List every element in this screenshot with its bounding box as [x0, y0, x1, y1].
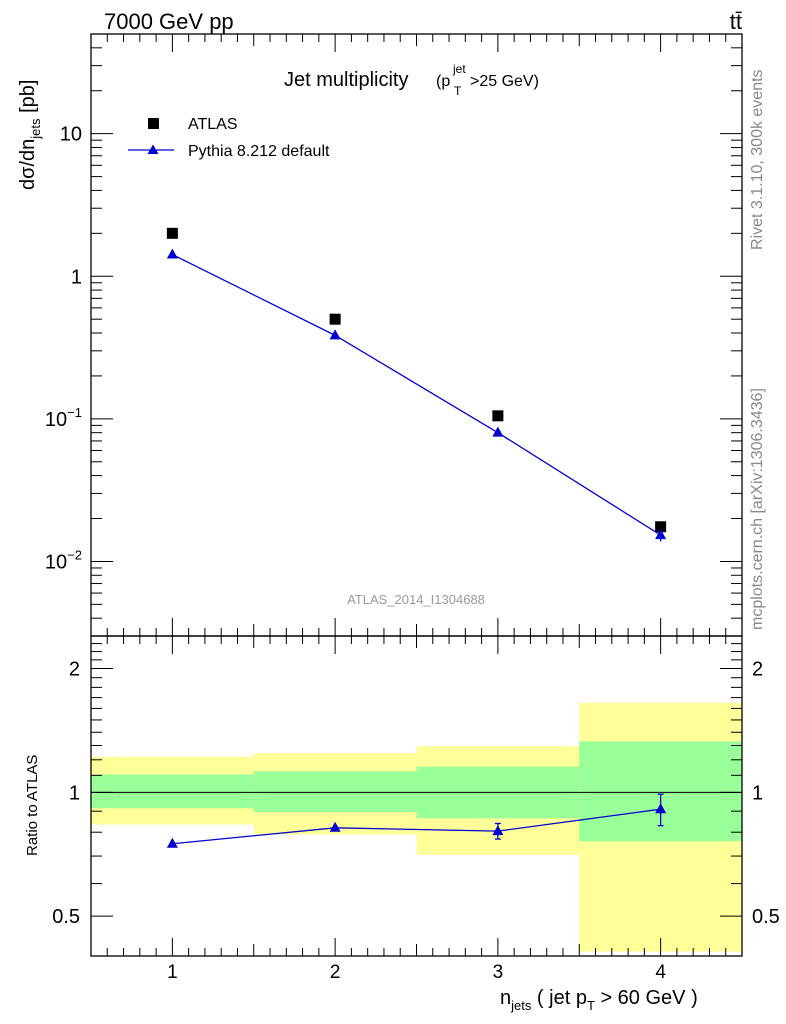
ratio-y-tick-label-left: 1: [69, 782, 80, 804]
y-tick-label: 10: [60, 124, 82, 146]
legend-mc-marker: [147, 144, 159, 154]
legend-data-marker: [148, 118, 159, 129]
header-right: tt̄: [730, 9, 742, 34]
ratio-y-tick-label-left: 0.5: [52, 906, 80, 928]
ratio-y-tick-label-right: 0.5: [752, 906, 780, 928]
y-axis-title-text: dσ/dnjets [pb]: [17, 80, 43, 190]
legend-mc-label: Pythia 8.212 default: [188, 143, 330, 160]
atlas-point: [492, 410, 504, 422]
y-tick-label: 10−1: [45, 405, 82, 431]
ratio-pythia-line: [172, 808, 661, 845]
title-paren: (p: [436, 73, 450, 90]
y-tick-label: 10−2: [45, 547, 82, 573]
ratio-bands: [91, 702, 742, 952]
header-left: 7000 GeV pp: [104, 9, 234, 34]
legend: ATLAS Pythia 8.212 default: [128, 116, 330, 160]
ratio-band-green-1: [91, 774, 254, 809]
title-sup: jet: [452, 62, 466, 76]
atlas-point: [166, 227, 178, 239]
ratio-y-tick-label-right: 1: [752, 782, 763, 804]
y-axis-title: dσ/dnjets [pb]: [17, 80, 43, 190]
y-tick-label: 1: [71, 266, 82, 288]
title-sub: T: [454, 84, 462, 98]
ratio-pythia-point: [166, 837, 178, 848]
x-tick-label: 1: [167, 962, 178, 983]
analysis-id: ATLAS_2014_I1304688: [347, 592, 485, 607]
atlas-point: [655, 521, 667, 533]
x-tick-label: 3: [493, 962, 504, 983]
x-axis-title: njets ( jet pT > 60 GeV ): [500, 987, 698, 1013]
legend-data-label: ATLAS: [188, 116, 238, 133]
x-tick-label: 4: [655, 962, 666, 983]
ratio-band-green-4: [579, 741, 742, 842]
title-main: Jet multiplicity: [284, 69, 408, 91]
rivet-label: Rivet 3.1.10, 300k events: [749, 69, 766, 250]
pythia-point: [492, 426, 504, 437]
ratio-y-tick-label-right: 2: [752, 659, 763, 681]
x-tick-label: 2: [330, 962, 341, 983]
ratio-pythia-point: [655, 803, 667, 814]
pythia-point: [655, 529, 667, 540]
data-layer: [166, 227, 667, 848]
ratio-band-green-2: [253, 771, 417, 813]
ratio-pythia-point: [329, 821, 341, 832]
pythia-point: [329, 329, 341, 340]
title-tail: >25 GeV): [470, 73, 539, 90]
mcplots-label: mcplots.cern.ch [arXiv:1306.3436]: [749, 388, 766, 630]
ratio-y-axis-title: Ratio to ATLAS: [24, 755, 41, 856]
ratio-frame: [90, 635, 743, 957]
plot-title: Jet multiplicity (p jet T >25 GeV): [284, 62, 539, 98]
ratio-pythia-point: [492, 825, 504, 836]
ratio-y-tick-label-left: 2: [69, 659, 80, 681]
pythia-line: [172, 253, 661, 536]
atlas-point: [329, 313, 341, 325]
pythia-point: [166, 248, 178, 259]
